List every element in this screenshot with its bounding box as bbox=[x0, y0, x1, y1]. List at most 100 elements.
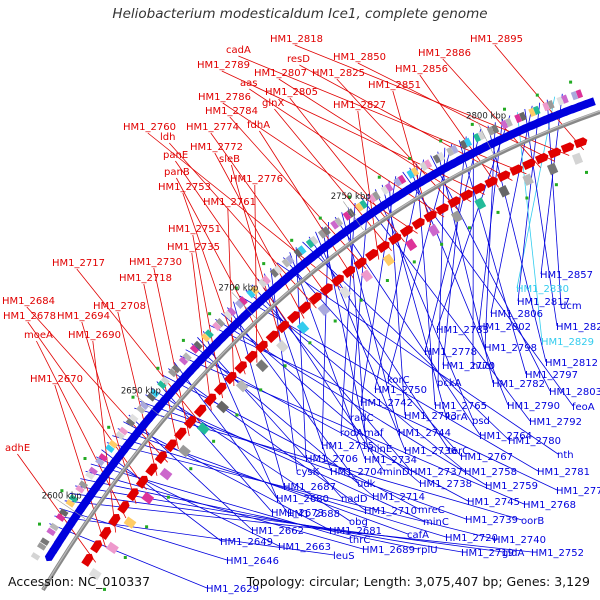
forward-leader-line bbox=[81, 321, 137, 504]
reverse-gene-label: HM1_2680 bbox=[276, 494, 329, 505]
outer-feature-block bbox=[106, 541, 119, 555]
forward-gene-arrow bbox=[276, 320, 290, 334]
tick-label: 2700 kbp bbox=[218, 284, 258, 294]
forward-gene-arrow bbox=[423, 210, 437, 223]
forward-gene-arrow bbox=[547, 147, 562, 159]
forward-gene-label: aas bbox=[240, 78, 257, 89]
feature-block bbox=[410, 166, 420, 177]
reverse-gene-label: HM1_2739 bbox=[465, 515, 518, 526]
marker-dot bbox=[189, 467, 193, 471]
reverse-labels: HM1_2857HM1_2830dcmHM1_2817HM1_2806HM1_2… bbox=[206, 270, 600, 595]
reverse-gene-label: obg bbox=[349, 517, 368, 528]
forward-leader-line bbox=[357, 110, 380, 260]
forward-gene-label: HM1_2786 bbox=[198, 92, 251, 103]
marker-dot bbox=[212, 439, 216, 443]
topology-text: Topology: circular; Length: 3,075,407 bp… bbox=[246, 574, 590, 589]
forward-leader-line bbox=[17, 453, 97, 563]
reverse-leader-line bbox=[145, 394, 425, 522]
forward-gene-arrow bbox=[81, 553, 94, 567]
forward-gene-arrow bbox=[331, 274, 344, 287]
forward-gene-label: HM1_2694 bbox=[57, 311, 110, 322]
reverse-gene-label: HM1_2782 bbox=[492, 379, 545, 390]
feature-block bbox=[150, 388, 160, 398]
reverse-gene-label: HM1_2736 bbox=[404, 446, 457, 457]
tick-mark bbox=[343, 201, 364, 231]
forward-leader-line bbox=[336, 78, 458, 210]
forward-gene-label: HM1_2678 bbox=[3, 311, 56, 322]
forward-leader-line bbox=[210, 132, 329, 299]
forward-leader-line bbox=[419, 74, 499, 188]
forward-gene-label: HM1_2730 bbox=[129, 257, 182, 268]
marker-dot bbox=[181, 338, 185, 342]
outer-feature-block bbox=[141, 491, 155, 505]
marker-dot bbox=[131, 395, 135, 399]
map-title: Heliobacterium modesticaldum Ice1, compl… bbox=[112, 6, 488, 22]
feature-block bbox=[136, 405, 146, 415]
marker-dot bbox=[440, 242, 444, 246]
marker-dot bbox=[535, 93, 539, 97]
outer-feature-block bbox=[276, 339, 289, 353]
marker-dot bbox=[234, 286, 238, 290]
feature-block bbox=[309, 235, 319, 246]
forward-gene-arrow bbox=[108, 513, 121, 527]
forward-gene-label: HM1_2751 bbox=[168, 224, 221, 235]
reverse-leader-line bbox=[221, 312, 421, 484]
marker-dot bbox=[103, 587, 106, 591]
feature-block bbox=[85, 471, 95, 480]
feature-block bbox=[334, 217, 344, 227]
reverse-gene-label: nuoI bbox=[472, 361, 494, 372]
feature-block bbox=[406, 169, 415, 179]
reverse-leader-line bbox=[276, 262, 559, 455]
reverse-gene-label: HM1_2758 bbox=[464, 467, 517, 478]
forward-gene-label: HM1_2717 bbox=[52, 258, 105, 269]
forward-leader-line bbox=[169, 142, 317, 309]
feature-block bbox=[88, 466, 98, 476]
outer-feature-block bbox=[405, 238, 418, 252]
forward-gene-arrow bbox=[484, 176, 498, 189]
marker-dot bbox=[166, 495, 170, 499]
forward-gene-label: HM1_2807 bbox=[254, 68, 307, 79]
feature-block bbox=[450, 144, 459, 155]
feature-block bbox=[384, 182, 394, 193]
marker-dot bbox=[145, 525, 149, 529]
feature-block bbox=[317, 229, 327, 239]
feature-block bbox=[129, 413, 139, 423]
forward-gene-label: HM1_2818 bbox=[270, 34, 323, 45]
forward-gene-label: HM1_2684 bbox=[2, 296, 55, 307]
marker-dot bbox=[38, 522, 41, 526]
reverse-gene-label: oorB bbox=[521, 516, 544, 527]
forward-gene-arrow bbox=[234, 361, 248, 374]
reverse-gene-label: radC bbox=[350, 413, 374, 424]
forward-gene-label: HM1_2789 bbox=[197, 60, 250, 71]
forward-leader-line bbox=[27, 321, 147, 490]
forward-gene-arrow bbox=[287, 310, 300, 324]
reverse-gene-label: HM1_2738 bbox=[419, 479, 472, 490]
feature-block bbox=[477, 130, 486, 141]
marker-dot bbox=[569, 80, 573, 84]
feature-block bbox=[40, 537, 50, 546]
reverse-gene-label: HM1_2689 bbox=[362, 545, 415, 556]
forward-gene-label: HM1_2772 bbox=[190, 142, 243, 153]
forward-gene-arrow bbox=[573, 137, 588, 149]
reverse-gene-label: HM1_2803 bbox=[549, 387, 600, 398]
reverse-gene-label: HM1_2714 bbox=[372, 492, 425, 503]
reverse-gene-label: maf bbox=[364, 428, 384, 439]
feature-block bbox=[397, 174, 407, 185]
reverse-gene-label: HM1_2715 bbox=[321, 441, 374, 452]
forward-leader-line bbox=[259, 130, 354, 279]
forward-gene-label: moeA bbox=[24, 330, 53, 341]
forward-gene-label: resD bbox=[287, 54, 310, 65]
reverse-gene-label: HM1_2673 bbox=[271, 508, 324, 519]
feature-block bbox=[547, 100, 555, 110]
reverse-gene-label: HM1_2646 bbox=[226, 556, 279, 567]
feature-block bbox=[297, 245, 307, 255]
forward-leader-line bbox=[249, 88, 445, 218]
forward-gene-label: HM1_2784 bbox=[205, 106, 258, 117]
forward-gene-label: panE bbox=[163, 150, 188, 161]
feature-block bbox=[139, 400, 149, 410]
reverse-gene-label: HM1_2752 bbox=[531, 548, 584, 559]
feature-block bbox=[65, 498, 76, 508]
forward-gene-label: HM1_2895 bbox=[470, 34, 523, 45]
reverse-gene-label: udk bbox=[357, 479, 376, 490]
forward-gene-label: ldh bbox=[160, 132, 175, 143]
